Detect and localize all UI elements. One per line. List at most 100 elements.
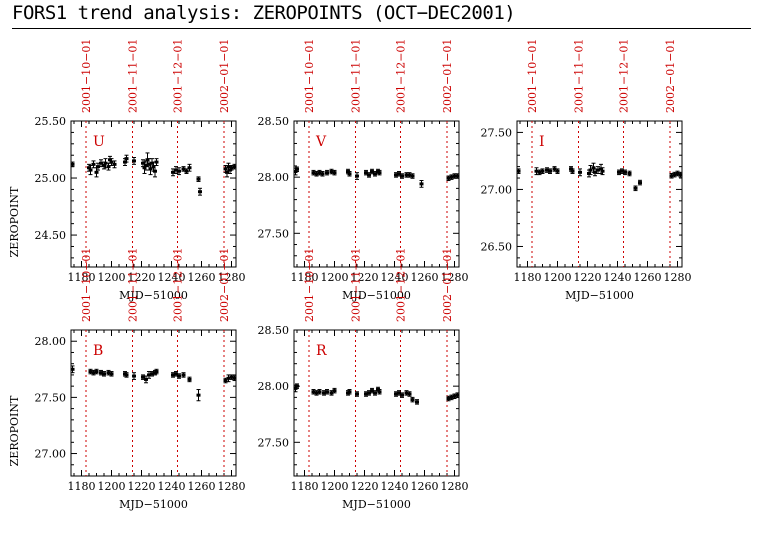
- point-marker: [147, 373, 151, 377]
- point-marker: [540, 169, 545, 173]
- point-marker: [620, 169, 624, 173]
- data-point: [548, 168, 552, 174]
- point-marker: [295, 167, 299, 171]
- point-marker: [88, 370, 93, 374]
- date-marker-label: 2001−12−01: [395, 39, 408, 113]
- date-marker-label: 2001−12−01: [618, 39, 631, 113]
- point-marker: [415, 400, 419, 404]
- data-point: [99, 369, 103, 376]
- x-tick-label: 1260: [188, 480, 216, 493]
- x-tick-label: 1280: [218, 480, 246, 493]
- date-marker-label: 2002−01−01: [441, 39, 454, 113]
- y-tick-label: 25.00: [35, 172, 67, 185]
- point-marker: [617, 170, 621, 174]
- point-marker: [455, 393, 460, 397]
- point-marker: [196, 393, 201, 397]
- point-marker: [109, 160, 114, 164]
- point-marker: [96, 165, 100, 169]
- data-point: [232, 375, 237, 382]
- data-point: [325, 389, 329, 395]
- data-point: [187, 163, 192, 172]
- data-point: [347, 389, 352, 395]
- x-tick-label: 1240: [158, 480, 186, 493]
- y-tick-label: 26.50: [481, 240, 513, 253]
- point-marker: [446, 176, 451, 180]
- plot-frame: [516, 120, 683, 268]
- data-point: [600, 167, 605, 176]
- point-marker: [325, 390, 329, 394]
- point-marker: [196, 177, 201, 181]
- y-tick-label: 28.50: [258, 115, 290, 128]
- point-marker: [198, 190, 202, 194]
- chart-panel-b: 1180 1200 1220 1240 1260 128027.0027.5028.00M…: [8, 248, 246, 511]
- point-marker: [578, 170, 582, 174]
- data-point: [377, 389, 382, 395]
- point-marker: [151, 165, 156, 169]
- point-marker: [171, 373, 175, 377]
- x-tick-label: 1240: [381, 271, 409, 284]
- data-point: [181, 372, 186, 378]
- point-marker: [311, 171, 316, 175]
- point-marker: [91, 371, 96, 375]
- date-marker-label: 2001−10−01: [80, 248, 93, 322]
- point-marker: [552, 167, 557, 171]
- data-point: [332, 169, 337, 176]
- x-tick-label: 1260: [188, 271, 216, 284]
- point-marker: [70, 367, 75, 371]
- point-marker: [124, 157, 129, 161]
- data-point: [555, 168, 560, 174]
- chart-panel-i: 1180 1200 1220 1240 1260 1280 26.50 27.00 27.50 M…: [481, 39, 692, 302]
- data-point: [332, 387, 337, 394]
- data-point: [633, 185, 638, 192]
- point-marker: [404, 391, 409, 395]
- date-marker-label: 2001−10−01: [303, 39, 316, 113]
- x-tick-label: 1180: [514, 271, 542, 284]
- data-point: [578, 168, 582, 177]
- data-point: [455, 173, 460, 179]
- plot-frame: [293, 120, 460, 268]
- data-point: [102, 371, 106, 377]
- data-point: [232, 163, 237, 170]
- point-marker: [355, 392, 359, 396]
- data-point: [588, 164, 593, 176]
- point-marker: [142, 166, 147, 170]
- point-marker: [184, 169, 189, 173]
- data-point: [570, 168, 575, 174]
- y-tick-label: 27.50: [258, 436, 290, 449]
- data-point: [196, 176, 201, 182]
- point-marker: [232, 165, 237, 169]
- point-marker: [672, 173, 677, 177]
- point-marker: [226, 376, 231, 380]
- point-marker: [364, 392, 368, 396]
- point-marker: [332, 171, 337, 175]
- data-point: [325, 169, 329, 176]
- x-tick-label: 1200: [98, 271, 126, 284]
- data-point: [141, 374, 145, 380]
- data-point: [347, 171, 352, 177]
- point-marker: [410, 174, 415, 178]
- point-marker: [106, 371, 111, 375]
- date-marker-label: 2002−01−01: [441, 248, 454, 322]
- y-tick-label: 27.50: [481, 126, 513, 139]
- x-tick-label: 1200: [321, 480, 349, 493]
- data-point: [147, 371, 151, 379]
- point-marker: [154, 160, 159, 164]
- plot-frame: [293, 329, 460, 477]
- point-marker: [187, 166, 192, 170]
- y-tick-label: 25.50: [35, 115, 67, 128]
- point-marker: [455, 174, 460, 178]
- y-tick-label: 28.00: [258, 171, 290, 184]
- point-marker: [223, 167, 228, 171]
- data-point: [410, 396, 415, 403]
- point-marker: [141, 375, 145, 379]
- point-marker: [174, 372, 178, 376]
- point-marker: [174, 168, 178, 172]
- x-tick-label: 1260: [634, 271, 662, 284]
- filter-label: U: [93, 134, 105, 150]
- point-marker: [364, 171, 368, 175]
- point-marker: [109, 372, 114, 376]
- y-tick-label: 27.00: [35, 448, 67, 461]
- data-point: [400, 392, 404, 398]
- point-marker: [638, 181, 642, 185]
